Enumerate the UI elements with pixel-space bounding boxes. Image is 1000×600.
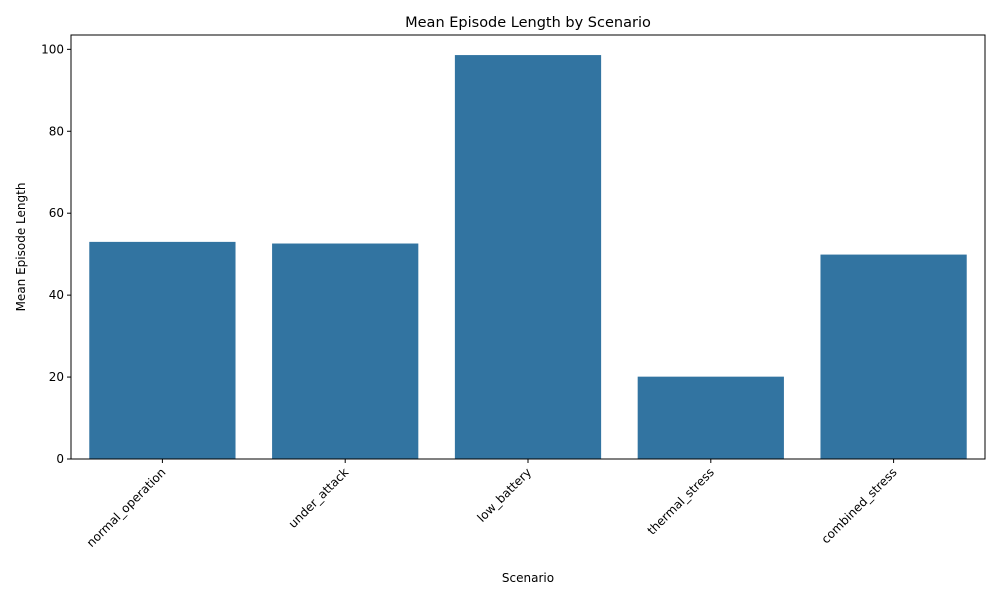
- bar-thermal-stress: [637, 376, 784, 459]
- x-tick-label: under_attack: [286, 465, 352, 531]
- y-tick-label: 40: [49, 288, 64, 302]
- y-tick-label: 100: [41, 42, 64, 56]
- x-tick-label: low_battery: [475, 465, 535, 525]
- y-tick-label: 80: [49, 124, 64, 138]
- x-axis-label: Scenario: [502, 571, 554, 585]
- bar-normal-operation: [89, 241, 236, 459]
- y-tick-label: 20: [49, 370, 64, 384]
- x-tick-label: normal_operation: [84, 465, 169, 550]
- x-axis: normal_operation under_attack low_battery t…: [84, 459, 900, 550]
- bar-low-battery: [454, 55, 602, 460]
- chart-title: Mean Episode Length by Scenario: [405, 15, 651, 31]
- plot-frame: [70, 34, 986, 460]
- bars-group: [89, 55, 967, 460]
- y-axis-label: Mean Episode Length: [14, 183, 28, 312]
- y-tick-label: 60: [49, 206, 64, 220]
- x-tick-label: thermal_stress: [645, 465, 717, 537]
- y-axis: 0 20 40 60 80 100: [41, 42, 71, 466]
- y-tick-label: 0: [56, 452, 64, 466]
- x-tick-label: combined_stress: [819, 465, 900, 546]
- bar-combined-stress: [820, 254, 967, 459]
- bar-under-attack: [272, 243, 419, 459]
